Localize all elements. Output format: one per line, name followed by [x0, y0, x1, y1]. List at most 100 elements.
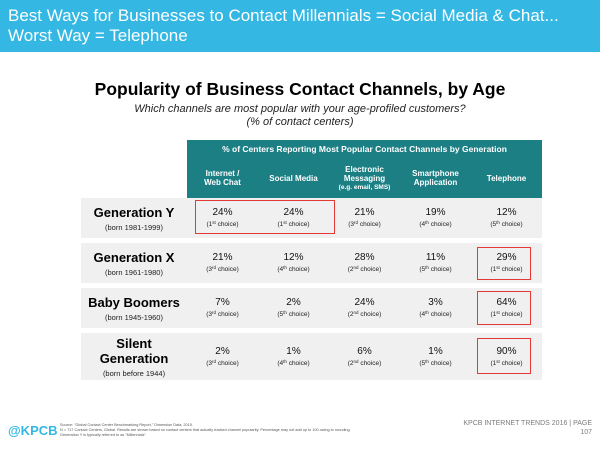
- cell-choice-rank: (3rd choice): [206, 358, 239, 367]
- column-header-label: Web Chat: [204, 178, 241, 187]
- footer-source-line: Source: "Global Contact Center Benchmark…: [60, 423, 193, 427]
- table-cell: 11% (5th choice): [400, 243, 471, 283]
- generation-name: Generation Y: [93, 204, 175, 220]
- rank-suffix: st: [496, 265, 500, 270]
- cell-percentage: 2%: [215, 345, 230, 357]
- highlight-box: [477, 247, 531, 280]
- table-row: [81, 243, 542, 283]
- cell-choice-rank: (4th choice): [419, 220, 452, 228]
- cell-percentage: 12%: [283, 252, 304, 263]
- rank-suffix: rd: [212, 310, 217, 315]
- cell-percentage: 7%: [215, 297, 230, 308]
- rank-suffix: nd: [353, 265, 359, 270]
- generation-name: Silent Generation: [99, 335, 169, 366]
- rank-suffix: th: [425, 310, 429, 315]
- cell-choice-rank: (1st choice): [277, 220, 310, 228]
- cell-percentage: 1%: [428, 345, 443, 357]
- footer-source-line: Generation Y is typically referred to as…: [60, 433, 146, 437]
- cell-choice-rank: (3rd choice): [206, 265, 239, 273]
- cell-percentage: 90%: [496, 345, 517, 357]
- rank-suffix: th: [283, 265, 287, 270]
- table-caption: % of Centers Reporting Most Popular Cont…: [187, 140, 542, 158]
- rank-suffix: st: [212, 220, 216, 225]
- cell-percentage: 24%: [283, 207, 304, 218]
- rank-suffix: rd: [354, 220, 359, 225]
- footer-source-line: N = 717 Contact Centers, Global. Results…: [60, 428, 351, 432]
- cell-choice-rank: (4th choice): [277, 358, 310, 367]
- table-cell: 24% (1st choice): [258, 198, 329, 238]
- table-cell: 1% (4th choice): [258, 333, 329, 380]
- cell-percentage: 29%: [496, 252, 517, 263]
- table-row: [81, 198, 542, 238]
- column-header: Social Media: [258, 158, 329, 198]
- cell-choice-rank: (5th choice): [419, 358, 452, 367]
- column-header-label: Messaging: [343, 173, 386, 183]
- slide-header-title: Best Ways for Businesses to Contact Mill…: [8, 6, 559, 45]
- footer-report-label: KPCB INTERNET TRENDS 2016 | PAGE: [463, 420, 592, 427]
- cell-percentage: 24%: [354, 297, 375, 308]
- page-number: 107: [580, 429, 592, 436]
- cell-percentage: 64%: [496, 297, 517, 308]
- cell-choice-rank: (2nd choice): [347, 358, 382, 367]
- rank-suffix: nd: [353, 310, 359, 315]
- column-header-label: Application: [413, 178, 458, 187]
- table-cell: 1% (5th choice): [400, 333, 471, 380]
- highlight-box: [477, 291, 531, 325]
- footer-source: Source: "Global Contact Center Benchmark…: [60, 423, 400, 438]
- table-cell: 2% (3rd choice): [187, 333, 258, 380]
- cell-percentage: 3%: [428, 297, 443, 308]
- cell-percentage: 19%: [425, 207, 446, 218]
- highlight-box: [195, 200, 335, 234]
- table-cell: 29% (1st choice): [471, 243, 542, 283]
- cell-percentage: 6%: [357, 345, 372, 357]
- column-header-label: Telephone: [486, 173, 527, 183]
- table-cell: 28% (2nd choice): [329, 243, 400, 283]
- cell-choice-rank: (1st choice): [490, 265, 523, 273]
- table-row: [81, 333, 542, 380]
- column-header-label: Electronic: [345, 164, 384, 174]
- column-header: Internet / Web Chat: [187, 158, 258, 198]
- rank-suffix: th: [425, 265, 429, 270]
- highlight-box: [477, 338, 531, 374]
- rank-suffix: th: [425, 220, 429, 225]
- table-cell: 2% (5th choice): [258, 288, 329, 328]
- cell-choice-rank: (4th choice): [277, 265, 310, 273]
- cell-percentage: 28%: [354, 252, 375, 263]
- cell-choice-rank: (4th choice): [419, 310, 452, 318]
- table-cell: 19% (4th choice): [400, 198, 471, 238]
- slide-subtitle: Which channels are most popular with you…: [134, 103, 466, 128]
- generation-birth-range: (born 1961-1980): [105, 267, 163, 277]
- table-cell: 24% (2nd choice): [329, 288, 400, 328]
- generation-birth-range: (born before 1944): [102, 368, 166, 378]
- rank-suffix: st: [496, 358, 500, 364]
- generation-label: Baby Boomers (born 1945-1960): [81, 288, 187, 328]
- cell-choice-rank: (1st choice): [490, 310, 523, 318]
- rank-suffix: th: [283, 310, 287, 315]
- generation-label: Generation X (born 1961-1980): [81, 243, 187, 283]
- rank-suffix: st: [496, 310, 500, 315]
- cell-choice-rank: (5th choice): [419, 265, 452, 273]
- generation-birth-range: (born 1945-1960): [105, 312, 163, 322]
- cell-percentage: 2%: [286, 297, 301, 308]
- header-band: [0, 0, 600, 52]
- rank-suffix: th: [496, 220, 500, 225]
- column-header: Telephone: [471, 158, 542, 198]
- rank-suffix: rd: [212, 265, 217, 270]
- cell-choice-rank: (3rd choice): [348, 220, 381, 228]
- column-header: Smartphone Application: [400, 158, 471, 198]
- table-cell: 64% (1st choice): [471, 288, 542, 328]
- table-cell: 24% (1st choice): [187, 198, 258, 238]
- cell-choice-rank: (1st choice): [206, 220, 239, 228]
- cell-choice-rank: (2nd choice): [347, 310, 382, 318]
- column-header-label: Smartphone: [412, 169, 459, 178]
- cell-percentage: 21%: [212, 252, 233, 263]
- table-cell: 12% (4th choice): [258, 243, 329, 283]
- cell-percentage: 12%: [496, 207, 517, 218]
- rank-suffix: nd: [353, 358, 359, 364]
- cell-choice-rank: (1st choice): [490, 358, 523, 367]
- cell-choice-rank: (3rd choice): [206, 310, 239, 318]
- rank-suffix: th: [425, 358, 429, 364]
- generation-label: Generation Y (born 1981-1999): [81, 198, 187, 238]
- column-header-note: (e.g. email, SMS): [338, 183, 391, 191]
- table-cell: 6% (2nd choice): [329, 333, 400, 380]
